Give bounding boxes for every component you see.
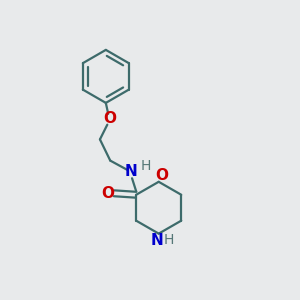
Text: N: N [151, 232, 164, 247]
Text: O: O [101, 186, 114, 201]
Text: H: H [164, 233, 174, 247]
Text: H: H [141, 159, 152, 173]
Text: O: O [155, 168, 168, 183]
Text: N: N [124, 164, 137, 179]
Text: O: O [104, 111, 117, 126]
